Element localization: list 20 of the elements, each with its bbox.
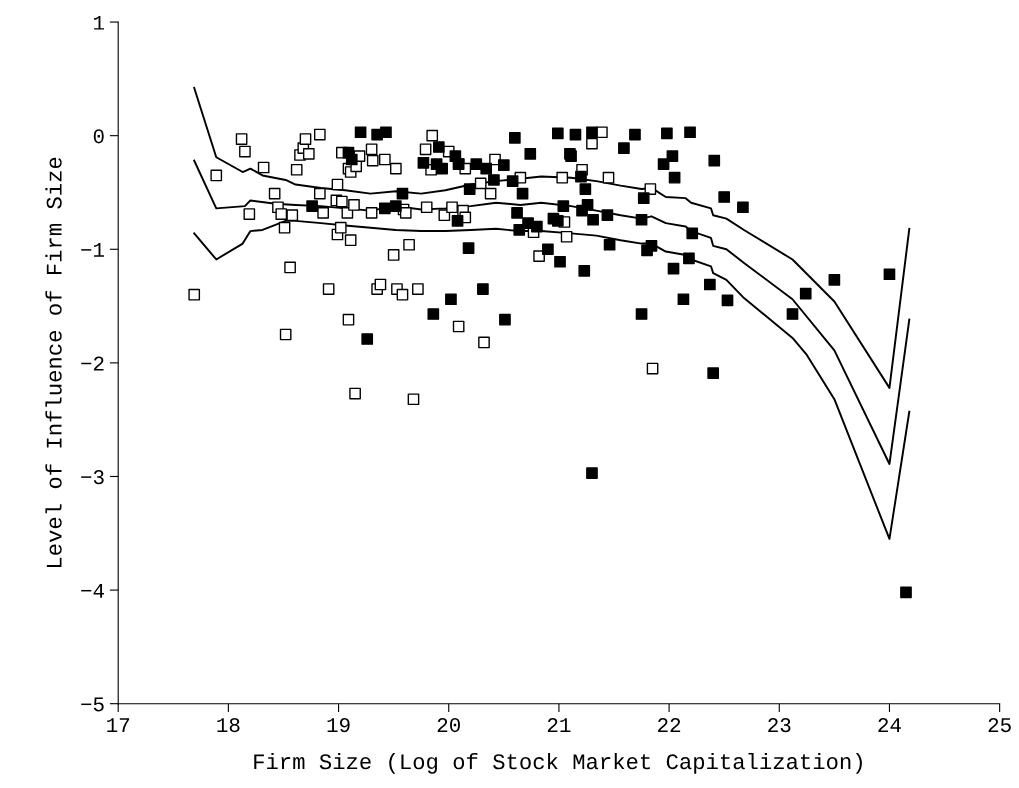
y-tick-label: −4: [81, 583, 104, 598]
y-tick-label: −1: [81, 243, 104, 257]
x-tick-label: 24: [878, 718, 901, 732]
x-tick-label: 25: [988, 718, 1011, 733]
x-tick-label: 20: [437, 718, 460, 733]
line-series: [193, 159, 911, 465]
x-tick-label: 22: [658, 718, 681, 732]
x-tick-label: 23: [768, 718, 791, 733]
y-tick-label: 0: [93, 129, 104, 144]
y-tick-label: −5: [81, 697, 104, 712]
x-tick-label: 18: [217, 718, 240, 733]
x-tick-label: 21: [547, 718, 571, 732]
y-tick-label: −3: [81, 470, 104, 485]
x-axis-title: Firm Size (Log of Stock Market Capitalization): [254, 752, 862, 774]
y-axis-title: Level of Influence of Firm Size: [45, 157, 62, 568]
x-tick-label: 19: [327, 718, 350, 733]
line-series: [193, 86, 911, 389]
y-tick-label: 1: [94, 15, 104, 30]
y-tick-label: −2: [81, 356, 104, 371]
x-tick-label: 17: [107, 718, 130, 732]
